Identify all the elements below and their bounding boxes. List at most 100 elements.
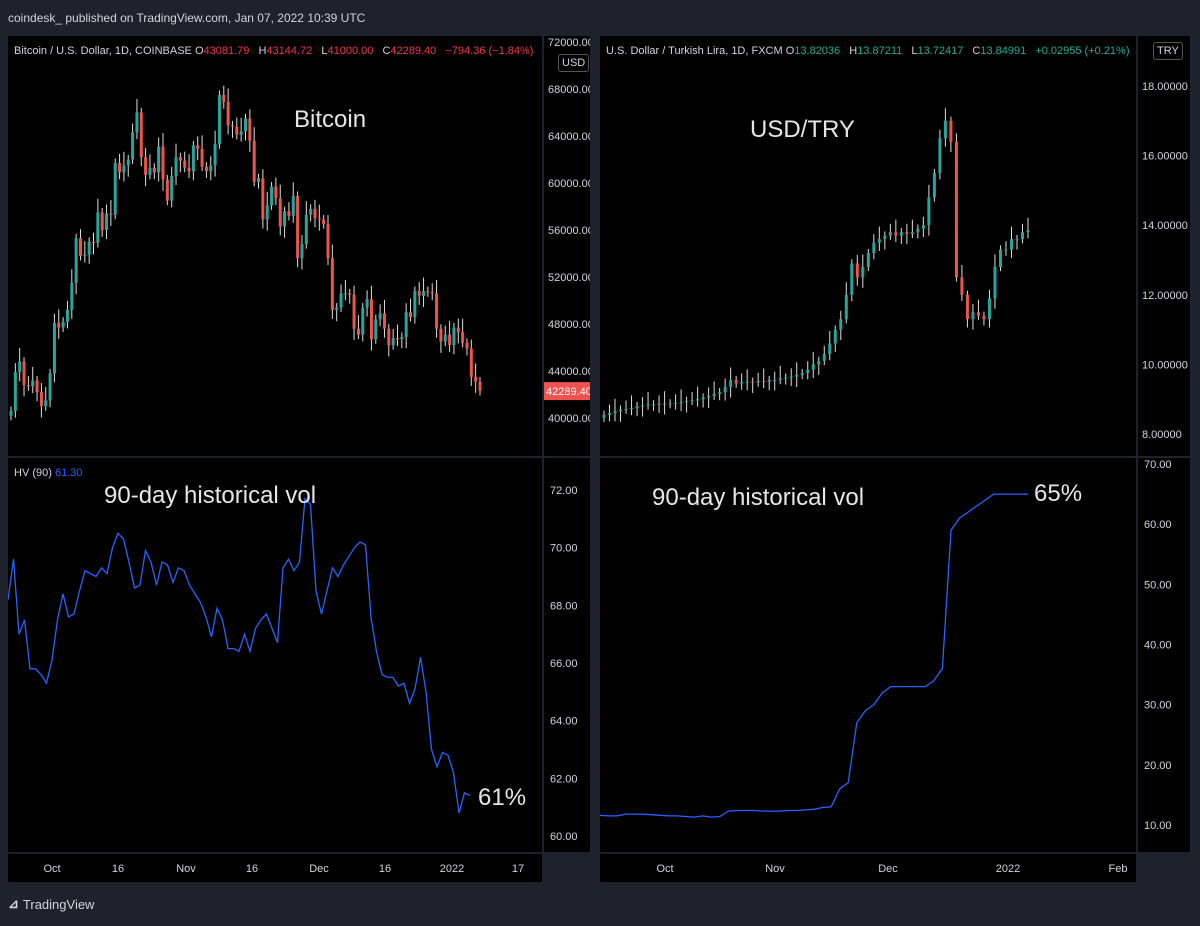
btc-close: 42289.40 [390, 45, 437, 57]
candle-body [391, 338, 395, 346]
candle-body [734, 380, 738, 384]
candle-body [83, 254, 87, 256]
candle-body [244, 118, 247, 132]
candle-body [417, 291, 421, 296]
currency-try-button[interactable]: TRY [1153, 42, 1183, 60]
candle-body [157, 146, 161, 173]
candle-body [613, 411, 617, 414]
axis-tick-label: 10.00000 [1142, 359, 1188, 371]
candle-body [949, 120, 953, 142]
candle-body [261, 178, 265, 220]
candle-body [817, 360, 821, 365]
candle-body [456, 327, 460, 333]
usdtry-axis-ticks: 18.00000 16.00000 14.00000 12.00000 10.00000… [1142, 81, 1188, 441]
axis-tick-label: 62.00 [550, 773, 578, 785]
btc-price-axis[interactable]: 72000.00 68000.00 64000.00 60000.00 56000.00… [544, 36, 590, 456]
time-tick-label: Nov [765, 863, 785, 875]
candle-body [608, 413, 612, 415]
candle-body [109, 213, 113, 215]
usdtry-price-panel[interactable]: U.S. Dollar / Turkish Lira, 1D, FXCM O13… [600, 36, 1136, 456]
candle-body [707, 395, 711, 398]
candle-body [712, 393, 716, 396]
btc-hv-line-chart [8, 497, 471, 814]
candle-body [222, 94, 226, 102]
candle-body [400, 336, 404, 340]
candle-body [283, 211, 287, 227]
candle-body [987, 298, 991, 320]
candle-body [105, 213, 109, 230]
candle-body [916, 228, 920, 233]
candle-body [899, 232, 903, 236]
usdtry-time-ticks: Oct Nov Dec 2022 Feb [656, 863, 1127, 875]
candle-body [161, 146, 165, 180]
candle-body [872, 242, 876, 254]
candle-body [630, 407, 634, 409]
axis-tick-label: 8.00000 [1142, 429, 1182, 441]
candle-body [265, 205, 269, 220]
axis-tick-label: 44000.00 [548, 366, 590, 378]
usdtry-hv-axis[interactable]: 70.00 60.00 50.00 40.00 30.00 20.00 10.00 [1138, 458, 1190, 852]
time-tick-label: 2022 [996, 863, 1020, 875]
candle-body [204, 166, 208, 172]
candle-body [718, 392, 722, 394]
candle-body [13, 372, 17, 411]
candle-body [44, 400, 48, 407]
time-tick-label: 16 [379, 863, 391, 875]
candle-body [932, 173, 936, 198]
usdtry-hv-end-label: 65% [1034, 480, 1083, 507]
candle-body [998, 249, 1002, 267]
usdtry-hv-panel[interactable]: 90-day historical vol 65% [600, 458, 1136, 852]
btc-price-panel[interactable]: Bitcoin / U.S. Dollar, 1D, COINBASE O430… [8, 36, 542, 456]
candle-body [382, 313, 386, 329]
candle-body [118, 163, 122, 173]
axis-tick-label: 60000.00 [548, 178, 590, 190]
candle-body [74, 238, 78, 283]
published-info: coindesk_ published on TradingView.com, … [8, 11, 366, 25]
candle-body [113, 163, 117, 215]
candle-body [278, 198, 282, 227]
usdtry-change: +0.02955 (+0.21%) [1035, 45, 1130, 57]
candle-body [230, 125, 234, 127]
axis-tick-label: 40.00 [1144, 640, 1172, 652]
hv-value: 61.30 [54, 467, 83, 479]
candle-body [866, 253, 870, 267]
candle-body [905, 232, 909, 234]
candle-body [291, 195, 295, 216]
btc-change: −794.36 (−1.84%) [445, 45, 534, 57]
candle-body [844, 294, 848, 320]
candle-body [778, 378, 782, 381]
btc-time-axis[interactable]: Oct 16 Nov 16 Dec 16 2022 17 [8, 854, 542, 882]
candle-body [894, 232, 898, 236]
candle-body [335, 307, 339, 310]
candle-body [92, 241, 96, 243]
candle-body [635, 406, 639, 408]
candle-body [668, 403, 672, 405]
candle-body [663, 403, 667, 405]
candle-body [317, 218, 321, 220]
candle-body [413, 291, 417, 317]
currency-usd-button[interactable]: USD [558, 54, 590, 72]
usdtry-time-axis[interactable]: Oct Nov Dec 2022 Feb [600, 854, 1136, 882]
candle-body [806, 369, 810, 374]
candle-body [701, 397, 705, 400]
candle-body [57, 322, 61, 328]
usdtry-low: 13.72417 [917, 45, 964, 57]
candle-body [135, 112, 139, 133]
axis-tick-label: 68.00 [550, 600, 578, 612]
btc-hv-panel[interactable]: HV (90) 61.30 90-day historical vol 61% [8, 458, 542, 852]
candle-body [148, 167, 152, 175]
time-tick-label: Nov [176, 863, 196, 875]
candle-body [369, 299, 373, 340]
time-tick-label: Dec [878, 863, 898, 875]
candle-body [877, 239, 881, 243]
candle-body [767, 380, 771, 382]
candle-body [674, 402, 678, 404]
btc-annotation: Bitcoin [294, 106, 367, 133]
tradingview-logo[interactable]: ⊿ TradingView [8, 896, 95, 912]
time-tick-label: 17 [512, 863, 524, 875]
btc-hv-axis[interactable]: 72.00 70.00 68.00 66.00 64.00 62.00 60.00 [544, 458, 590, 852]
usdtry-price-axis[interactable]: 18.00000 16.00000 14.00000 12.00000 10.00000… [1138, 36, 1190, 456]
candle-body [339, 293, 343, 308]
candle-body [187, 167, 191, 172]
candle-body [48, 373, 52, 401]
